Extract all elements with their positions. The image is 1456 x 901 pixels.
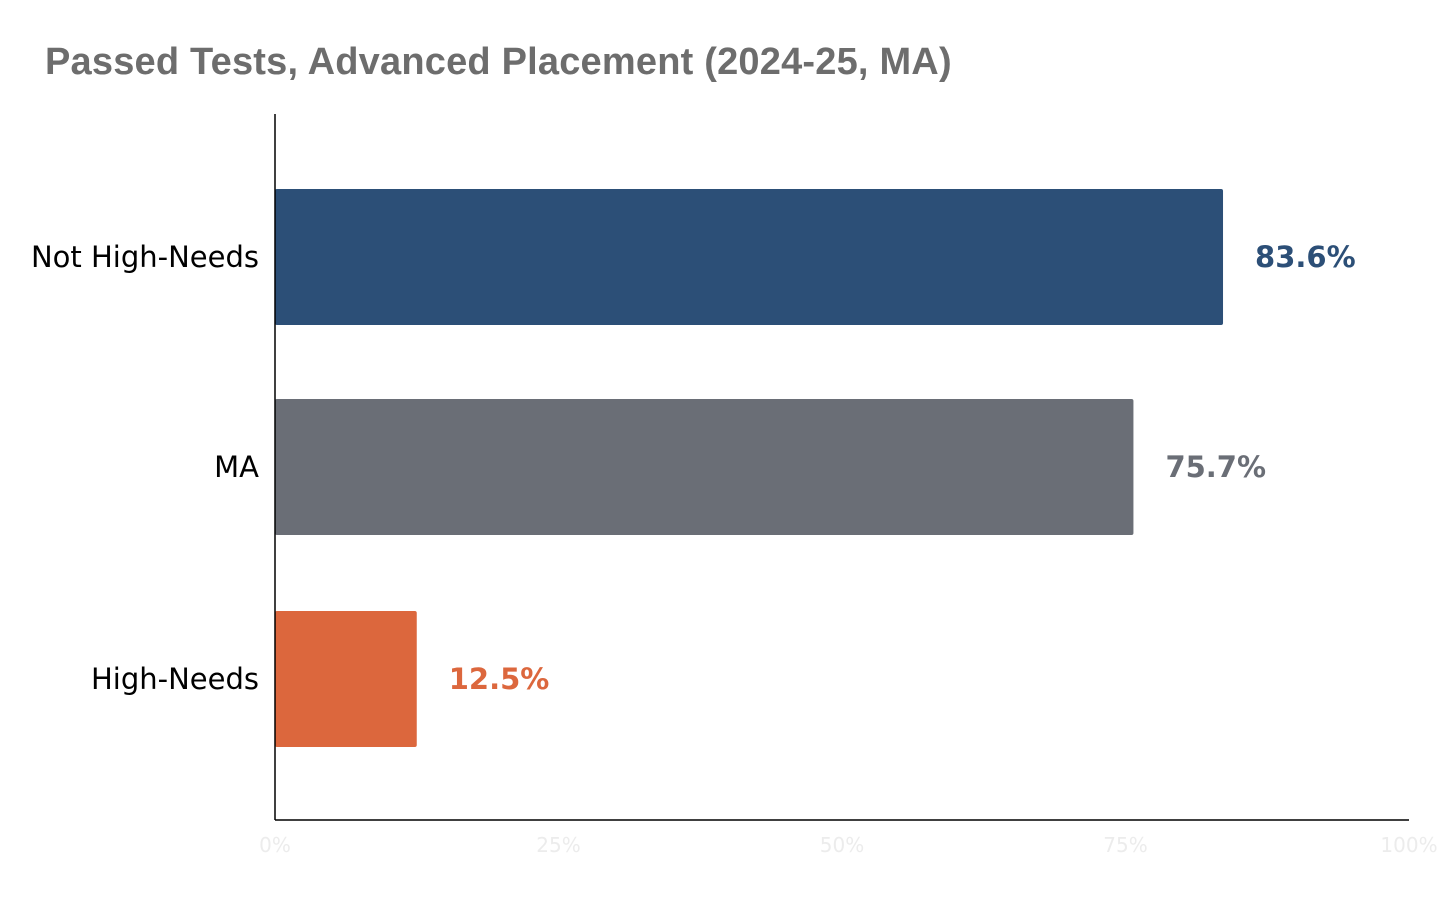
bar-ma bbox=[275, 399, 1134, 535]
value-label: 12.5% bbox=[449, 662, 550, 696]
x-tick-label: 75% bbox=[1103, 833, 1147, 857]
labels-layer: Not High-Needs 83.6% MA 75.7% High-Needs 12.5… bbox=[31, 240, 1356, 696]
x-tick-label: 25% bbox=[536, 833, 580, 857]
bar-not-high-needs bbox=[275, 189, 1224, 325]
bars-layer bbox=[275, 189, 1224, 747]
category-label: MA bbox=[214, 450, 259, 484]
value-label: 75.7% bbox=[1165, 450, 1266, 484]
x-tick-label: 0% bbox=[259, 833, 291, 857]
x-tick-label: 50% bbox=[820, 833, 864, 857]
category-label: High-Needs bbox=[91, 662, 259, 696]
value-label: 83.6% bbox=[1255, 240, 1356, 274]
axes-layer: 0% 25% 50% 75% 100% bbox=[259, 114, 1438, 857]
bar-high-needs bbox=[275, 611, 417, 747]
chart-title: Passed Tests, Advanced Placement (2024-2… bbox=[45, 41, 952, 83]
x-tick-label: 100% bbox=[1380, 833, 1437, 857]
category-label: Not High-Needs bbox=[31, 240, 259, 274]
